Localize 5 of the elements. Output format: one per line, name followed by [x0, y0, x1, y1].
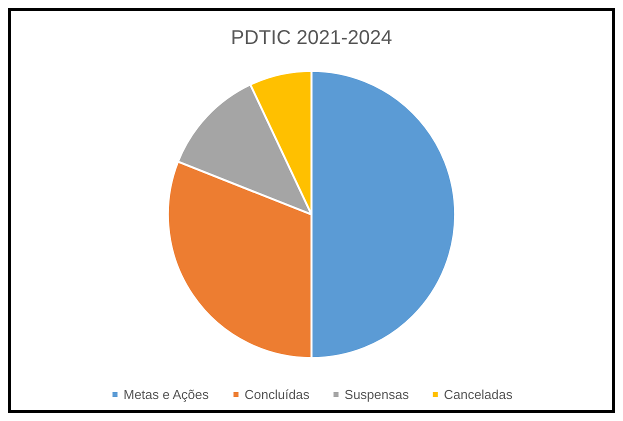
chart-title: PDTIC 2021-2024 — [230, 27, 392, 49]
legend-label: Concluídas — [244, 387, 310, 402]
legend-label: Suspensas — [344, 387, 410, 402]
legend-label: Metas e Ações — [124, 387, 210, 402]
legend-label: Canceladas — [444, 387, 513, 402]
